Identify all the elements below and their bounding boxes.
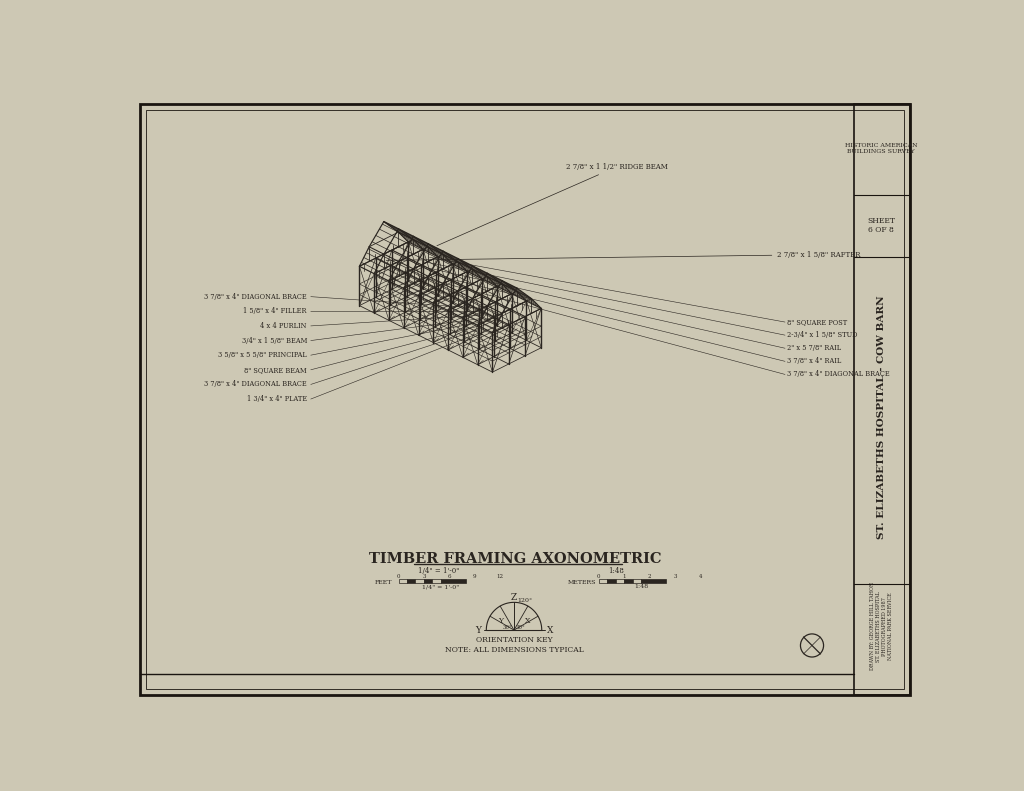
Text: 2" x 5 7/8" RAIL: 2" x 5 7/8" RAIL	[787, 344, 842, 352]
Bar	[416, 579, 424, 583]
Text: 3 7/8" x 4" RAIL: 3 7/8" x 4" RAIL	[787, 358, 842, 365]
Text: 0: 0	[396, 574, 400, 580]
Text: 3 7/8" x 4" DIAGONAL BRACE: 3 7/8" x 4" DIAGONAL BRACE	[787, 370, 890, 378]
Bar	[407, 579, 416, 583]
Text: 6: 6	[447, 574, 452, 580]
Text: HISTORIC AMERICAN
BUILDINGS SURVEY: HISTORIC AMERICAN BUILDINGS SURVEY	[845, 143, 918, 154]
Text: 3 5/8" x 5 5/8" PRINCIPAL: 3 5/8" x 5 5/8" PRINCIPAL	[218, 351, 307, 359]
Text: 4: 4	[698, 574, 702, 580]
Text: 1:48: 1:48	[634, 585, 648, 589]
Text: 30°: 30°	[502, 626, 512, 630]
Text: 3 7/8" x 4" DIAGONAL BRACE: 3 7/8" x 4" DIAGONAL BRACE	[204, 380, 307, 388]
Bar	[424, 579, 432, 583]
Text: Y: Y	[475, 626, 481, 634]
Text: SHEET
6 OF 8: SHEET 6 OF 8	[867, 218, 895, 234]
Text: 2 7/8" x 1 5/8" RAFTER: 2 7/8" x 1 5/8" RAFTER	[386, 251, 861, 260]
Text: FEET: FEET	[375, 580, 392, 585]
Text: 3 7/8" x 4" DIAGONAL BRACE: 3 7/8" x 4" DIAGONAL BRACE	[204, 293, 307, 301]
Text: DRAWN BY: GEORGE HILL TAHON
ST. ELIZABETHS HOSPITAL
PHOTOGRAPHED 1987
NATIONAL P: DRAWN BY: GEORGE HILL TAHON ST. ELIZABET…	[870, 582, 893, 670]
Text: ST. ELIZABETHS HOSPITAL - COW BARN: ST. ELIZABETHS HOSPITAL - COW BARN	[877, 295, 886, 539]
Text: 2: 2	[648, 574, 651, 580]
Text: 1/4" = 1'-0": 1/4" = 1'-0"	[422, 585, 460, 589]
Text: 4 x 4 PURLIN: 4 x 4 PURLIN	[260, 322, 307, 330]
Text: 30°: 30°	[516, 626, 526, 630]
Text: 0: 0	[597, 574, 600, 580]
Text: 9: 9	[473, 574, 476, 580]
Text: 1: 1	[623, 574, 626, 580]
Bar	[625, 579, 633, 583]
Text: 8" SQUARE BEAM: 8" SQUARE BEAM	[245, 365, 307, 374]
Text: 2 7/8" x 1 1/2" RIDGE BEAM: 2 7/8" x 1 1/2" RIDGE BEAM	[437, 163, 668, 246]
Text: 8" SQUARE POST: 8" SQUARE POST	[787, 318, 848, 326]
Text: TIMBER FRAMING AXONOMETRIC: TIMBER FRAMING AXONOMETRIC	[370, 552, 662, 566]
Bar	[432, 579, 441, 583]
Text: ORIENTATION KEY: ORIENTATION KEY	[476, 636, 552, 644]
Text: X: X	[547, 626, 553, 634]
Text: 1:48: 1:48	[607, 567, 624, 575]
Text: 3: 3	[422, 574, 426, 580]
Bar	[607, 579, 615, 583]
Text: 3: 3	[673, 574, 677, 580]
Text: METERS: METERS	[567, 580, 596, 585]
Bar	[398, 579, 407, 583]
Bar	[441, 579, 466, 583]
Text: Y: Y	[498, 617, 503, 625]
Text: 120°: 120°	[517, 598, 532, 604]
Bar	[633, 579, 641, 583]
Bar	[641, 579, 667, 583]
Text: 1/4" = 1'-0": 1/4" = 1'-0"	[418, 567, 460, 575]
Text: 12: 12	[497, 574, 504, 580]
Bar	[599, 579, 607, 583]
Text: Z: Z	[511, 593, 517, 602]
Text: 1 3/4" x 4" PLATE: 1 3/4" x 4" PLATE	[247, 395, 307, 403]
Text: 1 5/8" x 4" FILLER: 1 5/8" x 4" FILLER	[244, 307, 307, 316]
Text: X: X	[525, 617, 530, 625]
Text: 2-3/4" x 1 5/8" STUD: 2-3/4" x 1 5/8" STUD	[787, 331, 858, 339]
Text: NOTE: ALL DIMENSIONS TYPICAL: NOTE: ALL DIMENSIONS TYPICAL	[444, 646, 584, 654]
Bar	[854, 104, 909, 694]
Text: 3/4" x 1 5/8" BEAM: 3/4" x 1 5/8" BEAM	[242, 336, 307, 345]
Bar	[615, 579, 625, 583]
